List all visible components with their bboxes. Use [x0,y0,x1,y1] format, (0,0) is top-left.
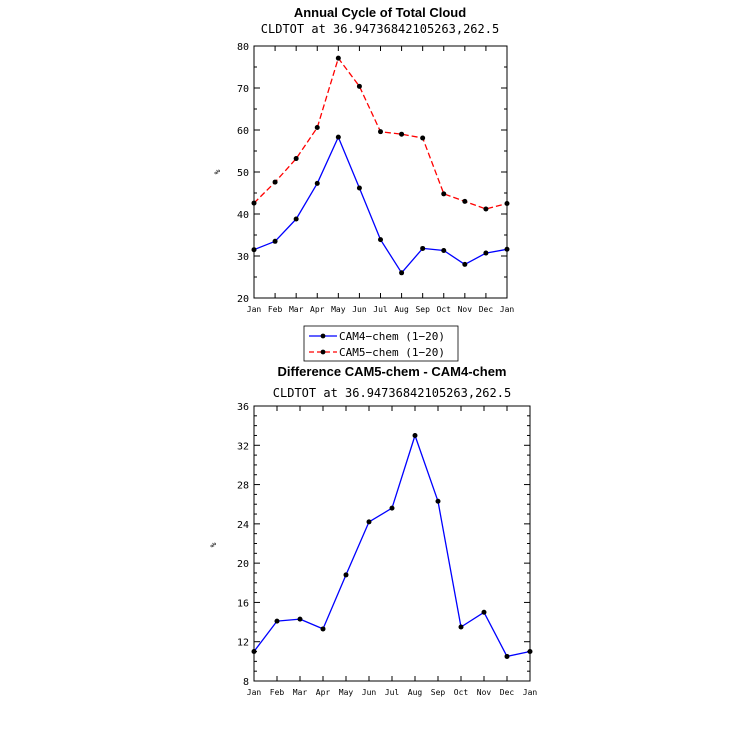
data-point [483,250,489,256]
data-point [462,198,468,204]
data-point [504,653,510,659]
x-tick-label: Oct [437,305,452,314]
annual-cycle-chart: Annual Cycle of Total Cloud CLDTOT at 36… [213,5,514,362]
x-tick-label: Jul [385,688,400,697]
y-tick-label: 30 [237,252,249,263]
x-tick-label: Sep [415,305,430,314]
x-tick-label: Apr [310,305,325,314]
x-tick-label: Sep [431,688,446,697]
x-tick-label: Aug [408,688,423,697]
x-tick-label: Jan [247,688,262,697]
data-point [504,246,510,252]
data-point [251,649,257,655]
y-tick-label: 20 [237,294,249,305]
legend: CAM4−chem (1−20) CAM5−chem (1−20) [303,325,459,362]
axis-ticks: Jan Feb Mar Apr May Jun Jul Aug Sep Oct Nov Dec Jan8… [237,402,537,697]
data-point [314,180,320,186]
y-tick-label: 50 [237,168,249,179]
data-point [399,131,405,137]
legend-marker-cam4 [320,333,326,339]
data-point [251,200,257,206]
x-tick-label: Jun [362,688,377,697]
x-tick-label: Jul [373,305,388,314]
x-tick-label: May [331,305,346,314]
y-tick-label: 70 [237,84,249,95]
y-tick-label: 16 [237,598,249,609]
data-point [483,206,489,212]
chart-subtitle: CLDTOT at 36.94736842105263,262.5 [273,386,511,400]
y-tick-label: 12 [237,638,249,649]
data-point [251,247,257,253]
data-point [435,498,441,504]
data-point [320,626,326,632]
x-tick-label: May [339,688,354,697]
data-point [356,83,362,89]
difference-chart: Difference CAM5-chem - CAM4-chem CLDTOT … [209,364,537,697]
y-tick-label: 8 [243,677,249,688]
series-markers [251,55,510,276]
x-tick-label: Jan [500,305,515,314]
legend-marker-cam5 [320,349,326,355]
x-tick-label: Jan [523,688,538,697]
data-point [458,624,464,630]
data-point [356,185,362,191]
data-point [420,245,426,251]
data-point [412,432,418,438]
x-tick-label: Oct [454,688,469,697]
y-tick-label: 24 [237,520,249,531]
y-tick-label: 60 [237,126,249,137]
x-tick-label: Jun [352,305,367,314]
series-markers [251,432,533,659]
y-axis-label: % [209,542,218,547]
data-point [272,179,278,185]
legend-box [303,325,459,362]
data-point [399,270,405,276]
data-point [293,216,299,222]
y-tick-label: 40 [237,210,249,221]
data-point [527,649,533,655]
data-point [297,616,303,622]
y-tick-label: 20 [237,559,249,570]
y-tick-label: 36 [237,402,249,413]
x-tick-label: Mar [293,688,308,697]
data-point [441,191,447,197]
legend-label-cam4: CAM4−chem (1−20) [339,330,445,343]
x-tick-label: Dec [479,305,494,314]
x-tick-label: Nov [477,688,492,697]
x-tick-label: Apr [316,688,331,697]
data-point [462,261,468,267]
x-tick-label: Aug [394,305,409,314]
axis-ticks: Jan Feb Mar Apr May Jun Jul Aug Sep Oct Nov Dec Jan2… [237,42,514,314]
chart-subtitle: CLDTOT at 36.94736842105263,262.5 [261,22,499,36]
y-tick-label: 80 [237,42,249,53]
x-tick-label: Dec [500,688,515,697]
data-point [272,238,278,244]
data-point [314,124,320,130]
data-point [343,572,349,578]
data-point [378,129,383,135]
data-point [335,134,341,140]
x-tick-label: Feb [270,688,285,697]
x-tick-label: Mar [289,305,304,314]
x-tick-label: Nov [458,305,473,314]
y-tick-label: 28 [237,481,249,492]
data-point [274,618,280,624]
data-point [378,237,383,243]
chart-title: Difference CAM5-chem - CAM4-chem [278,364,507,379]
legend-label-cam5: CAM5−chem (1−20) [339,346,445,359]
y-axis-label: % [213,169,222,174]
chart-title: Annual Cycle of Total Cloud [294,5,466,20]
data-point [481,609,487,615]
data-point [441,248,447,254]
y-tick-label: 32 [237,441,249,452]
x-tick-label: Jan [247,305,262,314]
data-point [389,505,395,511]
x-tick-label: Feb [268,305,283,314]
data-point [335,55,341,61]
data-point [504,201,510,206]
data-point [366,519,372,525]
data-point [420,135,426,141]
data-point [293,156,299,162]
